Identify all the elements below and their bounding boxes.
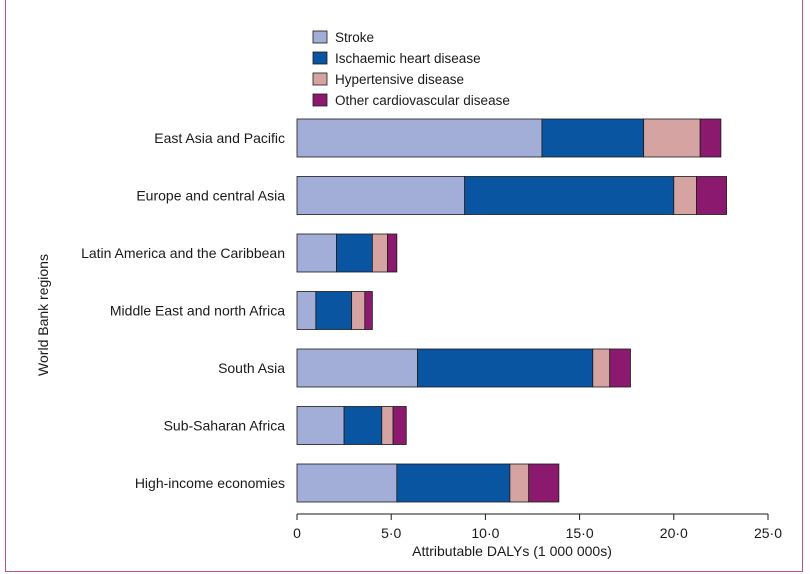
legend-label-4: Other cardiovascular disease xyxy=(335,93,510,108)
category-label-2: Europe and central Asia xyxy=(136,188,285,204)
bar-segment-5-4 xyxy=(609,348,631,388)
legend-swatch-4 xyxy=(312,93,328,107)
bar-segment-2-4 xyxy=(696,176,727,215)
bar-segment-4-2 xyxy=(315,291,353,330)
x-tick-label-3: 10·0 xyxy=(471,525,499,541)
category-label-6: Sub-Saharan Africa xyxy=(164,418,286,434)
bar-segment-6-2 xyxy=(343,406,383,445)
legend: Stroke Ischaemic heart disease Hypertensiv… xyxy=(312,30,510,108)
bar-segment-3-4 xyxy=(387,233,398,273)
bar-segment-5-2 xyxy=(417,348,594,388)
x-ticks: 0 5·0 10·0 15·0 20·0 25·0 xyxy=(293,514,782,541)
category-label-4: Middle East and north Africa xyxy=(110,303,285,319)
bar-segment-7-2 xyxy=(396,463,511,503)
category-label-1: East Asia and Pacific xyxy=(154,130,285,146)
bar-segment-4-4 xyxy=(364,291,373,330)
x-tick-label-6: 25·0 xyxy=(754,525,782,541)
x-axis-title: Attributable DALYs (1 000 000s) xyxy=(412,543,612,559)
bar-segment-2-3 xyxy=(673,176,697,215)
bar-segment-2-2 xyxy=(464,176,675,215)
legend-label-3: Hypertensive disease xyxy=(335,72,464,87)
bar-segment-4-3 xyxy=(351,291,366,330)
x-tick-label-2: 5·0 xyxy=(381,525,401,541)
bar-segment-1-1 xyxy=(296,118,543,158)
bar-segment-3-3 xyxy=(371,233,388,273)
bar-segment-7-1 xyxy=(296,463,398,503)
category-labels: East Asia and Pacific Europe and central … xyxy=(81,130,285,491)
category-label-5: South Asia xyxy=(218,360,285,376)
bar-segment-1-4 xyxy=(699,118,722,158)
legend-swatch-1 xyxy=(312,30,328,44)
bar-segment-5-3 xyxy=(592,348,611,388)
legend-swatch-3 xyxy=(312,72,328,86)
bar-segments xyxy=(296,118,727,503)
x-tick-label-5: 20·0 xyxy=(660,525,688,541)
bar-segment-4-1 xyxy=(296,291,317,330)
bar-segment-6-1 xyxy=(296,406,345,445)
x-tick-label-4: 15·0 xyxy=(566,525,594,541)
category-label-3: Latin America and the Caribbean xyxy=(81,245,285,261)
y-axis-title: World Bank regions xyxy=(35,254,51,376)
x-tick-label-1: 0 xyxy=(293,525,301,541)
legend-label-2: Ischaemic heart disease xyxy=(335,51,481,66)
bar-segment-6-4 xyxy=(392,406,407,445)
bar-segment-7-3 xyxy=(509,463,530,503)
bar-segment-1-3 xyxy=(643,118,701,158)
legend-label-1: Stroke xyxy=(335,30,374,45)
bar-segment-2-1 xyxy=(296,176,466,215)
bar-segment-1-2 xyxy=(541,118,645,158)
category-label-7: High-income economies xyxy=(135,475,285,491)
x-axis: 0 5·0 10·0 15·0 20·0 25·0 xyxy=(293,513,782,541)
bar-segment-7-4 xyxy=(528,463,560,503)
bar-segment-6-3 xyxy=(381,406,394,445)
bar-segment-5-1 xyxy=(296,348,418,388)
bar-segment-3-1 xyxy=(296,233,337,273)
legend-swatch-2 xyxy=(312,51,328,65)
bar-segment-3-2 xyxy=(336,233,373,273)
